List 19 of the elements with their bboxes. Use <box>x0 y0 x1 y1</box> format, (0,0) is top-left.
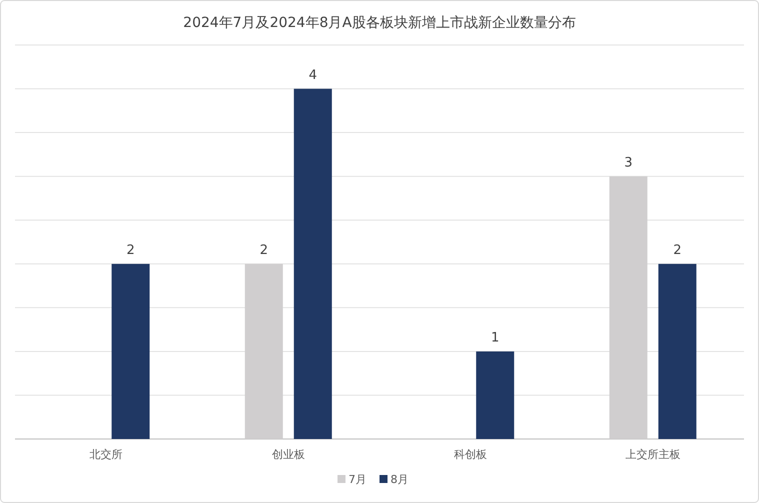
legend-label: 7月 <box>348 473 366 486</box>
bar <box>112 264 150 439</box>
bar <box>476 351 514 439</box>
bar <box>294 88 332 439</box>
bar <box>244 264 283 439</box>
data-label: 2 <box>126 242 135 258</box>
data-label: 4 <box>308 68 318 83</box>
data-label: 1 <box>490 330 500 346</box>
x-tick-label: 科创板 <box>454 448 488 461</box>
data-label: 3 <box>624 155 633 170</box>
x-tick-label: 北交所 <box>90 448 123 461</box>
bar <box>658 264 696 439</box>
data-label: 2 <box>673 242 682 258</box>
x-tick-label: 上交所主板 <box>625 448 680 461</box>
data-label: 2 <box>260 242 268 258</box>
legend-label: 8月 <box>390 473 408 486</box>
chart-title: 2024年7月及2024年8月A股各板块新增上市战新企业数量分布 <box>183 15 576 31</box>
bar <box>609 176 648 439</box>
x-tick-label: 创业板 <box>272 448 305 461</box>
